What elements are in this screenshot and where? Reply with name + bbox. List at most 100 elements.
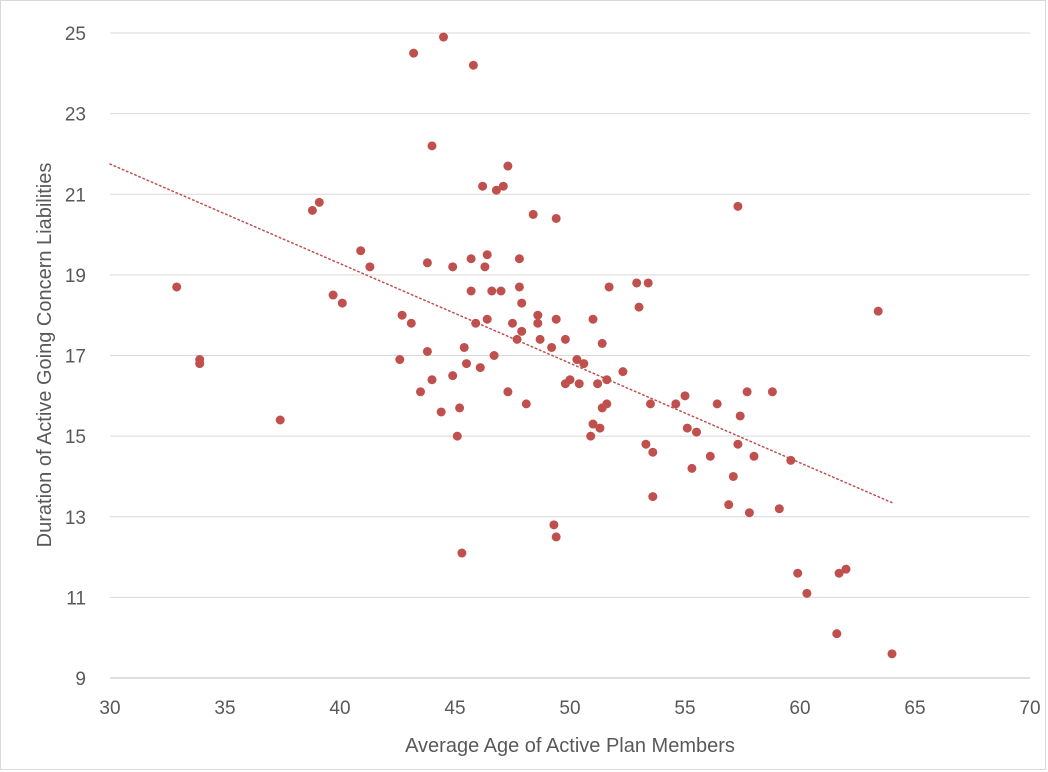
data-point	[724, 500, 734, 510]
data-point	[834, 568, 844, 578]
data-point	[448, 262, 458, 272]
data-point	[841, 564, 851, 574]
data-point	[597, 338, 607, 348]
data-point	[427, 141, 437, 151]
data-point	[682, 423, 692, 433]
data-point	[560, 334, 570, 344]
x-axis-tick-labels: 30 35 40 45 50 55 60 65 70	[99, 698, 1040, 719]
data-point	[728, 471, 738, 481]
data-point	[742, 387, 752, 397]
data-point	[735, 411, 745, 421]
data-point	[448, 371, 458, 381]
data-point	[439, 32, 448, 42]
data-point	[517, 326, 527, 336]
data-point	[521, 399, 531, 409]
data-point	[744, 508, 754, 518]
data-point	[593, 379, 603, 389]
data-point	[514, 282, 524, 292]
data-point	[588, 419, 598, 429]
data-point	[832, 629, 842, 639]
y-tick-label: 11	[66, 588, 86, 609]
data-point	[455, 403, 465, 413]
data-point	[478, 181, 488, 191]
data-point	[774, 504, 784, 514]
y-tick-label: 23	[65, 105, 86, 126]
data-point	[574, 379, 584, 389]
data-point	[602, 375, 612, 385]
x-tick-label: 70	[1019, 698, 1040, 719]
trendline	[109, 163, 893, 504]
data-point	[427, 375, 437, 385]
y-tick-label: 15	[65, 427, 86, 448]
data-point	[482, 314, 492, 324]
data-point	[496, 286, 506, 296]
x-axis-title: Average Age of Active Plan Members	[405, 735, 735, 757]
data-point	[365, 262, 375, 272]
trendline-layer	[109, 163, 893, 504]
data-point	[565, 375, 575, 385]
data-points	[172, 32, 897, 659]
data-point	[595, 423, 605, 433]
data-point	[508, 318, 517, 328]
data-point	[549, 520, 559, 530]
data-point	[733, 439, 743, 449]
data-point	[680, 391, 690, 401]
y-tick-label: 21	[65, 185, 86, 206]
data-point	[452, 431, 462, 441]
data-point	[471, 318, 481, 328]
data-point	[551, 532, 561, 542]
data-point	[547, 342, 557, 352]
data-point	[395, 355, 405, 365]
data-point	[528, 209, 538, 219]
data-point	[337, 298, 347, 308]
data-point	[409, 48, 419, 58]
data-point	[648, 492, 658, 502]
data-point	[648, 447, 658, 457]
data-point	[692, 427, 701, 437]
data-point	[314, 197, 324, 207]
data-point	[602, 399, 612, 409]
data-point	[551, 314, 561, 324]
data-point	[503, 387, 513, 397]
data-point	[172, 282, 182, 292]
data-point	[422, 258, 432, 268]
x-tick-label: 45	[444, 698, 465, 719]
data-point	[356, 246, 366, 256]
data-point	[646, 399, 655, 409]
data-point	[475, 363, 485, 373]
data-point	[416, 387, 425, 397]
data-point	[406, 318, 416, 328]
data-point	[487, 286, 497, 296]
data-point	[533, 310, 543, 320]
data-point	[503, 161, 513, 171]
data-point	[586, 431, 596, 441]
data-point	[275, 415, 285, 425]
data-point	[887, 649, 897, 659]
data-point	[551, 213, 561, 223]
x-tick-label: 55	[674, 698, 695, 719]
x-tick-label: 40	[329, 698, 350, 719]
data-point	[786, 455, 796, 465]
data-point	[687, 463, 697, 473]
y-axis-tick-labels: 9 11 13 15 17 19 21 23 25	[65, 24, 86, 690]
data-point	[195, 359, 205, 369]
data-point	[459, 342, 469, 352]
data-point	[634, 302, 644, 312]
y-tick-label: 9	[75, 669, 86, 690]
data-point	[498, 181, 508, 191]
x-tick-label: 60	[789, 698, 810, 719]
data-point	[793, 568, 803, 578]
x-tick-label: 65	[904, 698, 925, 719]
data-point	[468, 60, 478, 70]
data-point	[588, 314, 598, 324]
y-tick-label: 17	[65, 347, 86, 368]
data-point	[579, 359, 589, 369]
y-tick-label: 13	[65, 508, 86, 529]
x-tick-label: 30	[99, 698, 120, 719]
data-point	[466, 254, 476, 264]
data-point	[733, 201, 743, 211]
data-point	[643, 278, 653, 288]
data-point	[533, 318, 543, 328]
